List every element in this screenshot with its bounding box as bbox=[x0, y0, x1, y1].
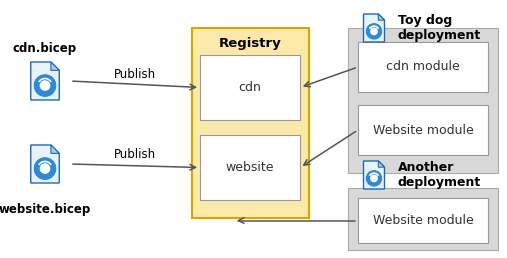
Circle shape bbox=[366, 23, 383, 40]
Circle shape bbox=[366, 170, 383, 187]
Polygon shape bbox=[364, 14, 384, 42]
Polygon shape bbox=[378, 14, 384, 20]
Bar bbox=[358, 42, 488, 92]
Polygon shape bbox=[31, 145, 59, 183]
Bar bbox=[200, 135, 300, 200]
Circle shape bbox=[33, 74, 57, 97]
Text: Publish: Publish bbox=[114, 69, 156, 82]
Polygon shape bbox=[378, 161, 384, 167]
Text: Website module: Website module bbox=[373, 124, 474, 136]
Bar bbox=[358, 105, 488, 155]
Text: Another
deployment: Another deployment bbox=[398, 161, 481, 189]
Text: cdn: cdn bbox=[239, 81, 262, 94]
Polygon shape bbox=[31, 62, 59, 100]
Bar bbox=[348, 188, 498, 250]
Text: Publish: Publish bbox=[114, 149, 156, 162]
Circle shape bbox=[370, 174, 378, 182]
Circle shape bbox=[40, 80, 50, 91]
Bar bbox=[200, 55, 300, 120]
Polygon shape bbox=[364, 161, 384, 189]
Circle shape bbox=[40, 163, 50, 174]
Text: cdn module: cdn module bbox=[386, 60, 460, 74]
Text: Registry: Registry bbox=[219, 37, 282, 51]
Text: cdn.bicep: cdn.bicep bbox=[13, 42, 77, 55]
Text: Toy dog
deployment: Toy dog deployment bbox=[398, 14, 481, 42]
Polygon shape bbox=[51, 62, 59, 70]
Text: Website module: Website module bbox=[373, 214, 474, 227]
Polygon shape bbox=[51, 145, 59, 153]
Bar bbox=[348, 28, 498, 173]
Circle shape bbox=[370, 27, 378, 35]
Bar bbox=[358, 198, 488, 243]
Circle shape bbox=[33, 157, 57, 180]
Text: website.bicep: website.bicep bbox=[0, 203, 91, 216]
Text: website: website bbox=[226, 161, 274, 174]
Bar bbox=[192, 28, 309, 218]
